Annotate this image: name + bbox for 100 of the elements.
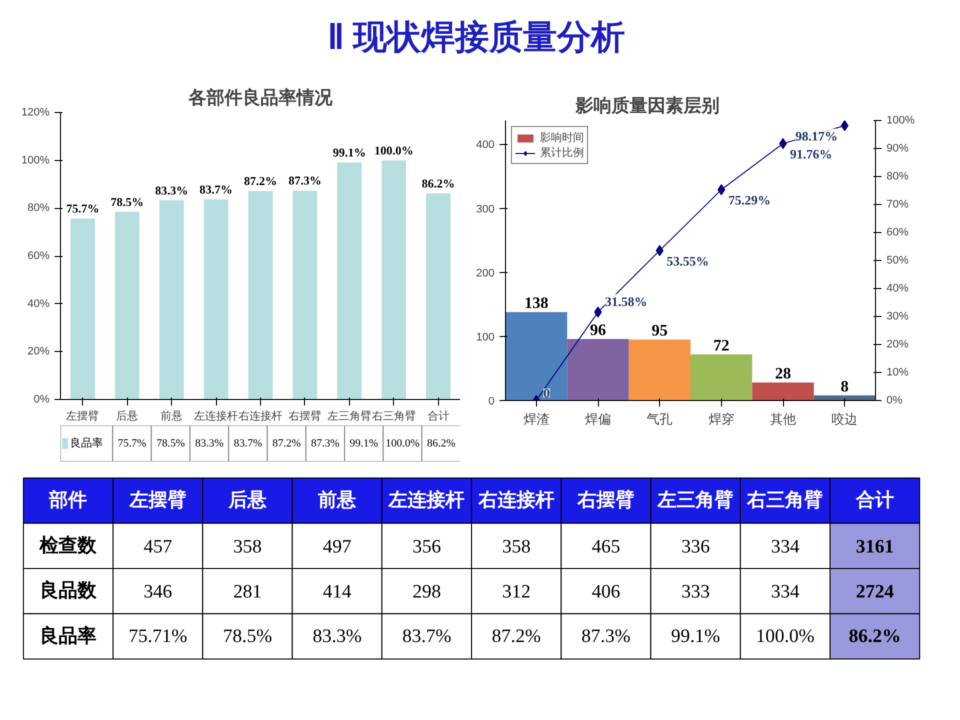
y2-tick-label: 100% (886, 114, 915, 126)
y2-tick-label: 30% (886, 310, 909, 322)
bar (337, 162, 362, 400)
text: 83.3% (312, 626, 362, 647)
data-label: 8 (840, 378, 849, 396)
text: 87.2% (272, 438, 301, 450)
y-tick-label: 100 (476, 331, 495, 344)
x-tick-label: 前悬 (160, 410, 183, 422)
y-tick-label: 100% (21, 154, 50, 166)
category-label: 前悬 (317, 489, 356, 512)
text: 83.7% (234, 438, 262, 450)
x-tick-label: 其他 (770, 412, 796, 426)
x-tick-label: 左摆臂 (66, 410, 100, 422)
x-tick-label: 右连接杆 (238, 410, 282, 422)
y-tick-label: 200 (476, 267, 495, 280)
x-tick-label: 咬边 (832, 412, 858, 426)
point (840, 120, 848, 132)
data-label: 98.17% (795, 128, 838, 144)
x-tick-label: 焊渣 (523, 412, 550, 426)
data-label: 0 (543, 386, 550, 400)
bar (248, 190, 273, 400)
data-label: 95 (652, 322, 668, 340)
y2-tick-label: 60% (886, 226, 909, 238)
text: 100.0% (386, 438, 420, 450)
category-label: 检查数 (40, 535, 97, 556)
data-label: 96 (590, 322, 606, 339)
category-label: 左三角臂 (656, 489, 734, 512)
category-label: 左连接杆 (388, 489, 465, 512)
category-label: 右连接杆 (477, 489, 554, 512)
x-tick-label: 合计 (427, 410, 450, 422)
y2-tick-label: 80% (886, 170, 909, 182)
text: 87.3% (581, 626, 631, 647)
x-tick-label: 左三角臂 (327, 410, 372, 422)
bar (382, 160, 406, 400)
data-label: 99.1% (332, 145, 366, 160)
text: 83.3% (195, 438, 224, 450)
category-label: 良品数 (40, 580, 97, 602)
data-label: 83.3% (155, 183, 188, 198)
y2-tick-label: 70% (886, 198, 909, 210)
bar (506, 312, 568, 400)
data-label: 75.7% (66, 201, 100, 216)
data-label: 100.0% (374, 143, 414, 158)
data-label: 28 (775, 366, 791, 383)
text: 3161 (856, 536, 894, 558)
bar (70, 218, 95, 400)
text: 78.5% (156, 438, 185, 450)
text: 497 (322, 536, 352, 558)
bar (426, 193, 450, 400)
data-label: 87.3% (288, 174, 322, 188)
y-tick-label: 120% (21, 106, 50, 118)
y-tick-label: 40% (27, 298, 50, 310)
text: 457 (144, 536, 172, 558)
text: 358 (502, 536, 531, 558)
text: 86.2% (426, 438, 456, 450)
data-label: 78.5% (110, 194, 144, 209)
bar (690, 354, 752, 400)
text: 部件 (48, 489, 88, 512)
y-tick-label: 400 (476, 139, 495, 152)
text: 334 (770, 582, 800, 603)
text: 78.5% (222, 626, 272, 647)
text: 346 (144, 582, 172, 603)
data-label: 86.2% (422, 176, 455, 190)
text: 83.7% (402, 626, 452, 647)
category-label: 合计 (854, 489, 894, 512)
text: 356 (412, 536, 441, 558)
text: 281 (233, 582, 262, 603)
text: 333 (681, 582, 710, 603)
x-tick-label: 气孔 (646, 412, 673, 426)
text: 75.71% (128, 626, 188, 647)
y2-tick-label: 90% (886, 142, 909, 154)
category-label: 左摆臂 (128, 489, 186, 512)
data-label: 138 (524, 295, 548, 312)
legend-label: 影响时间 (540, 131, 584, 145)
text: 414 (322, 582, 352, 603)
data-label: 75.29% (728, 192, 771, 208)
y-tick-label: 300 (476, 203, 495, 216)
category-label: 右三角臂 (746, 489, 824, 512)
text: 298 (412, 582, 441, 603)
bar (204, 199, 228, 400)
x-tick-label: 右三角臂 (372, 410, 416, 422)
x-tick-label: 右摆臂 (288, 410, 322, 422)
text: 87.3% (311, 438, 340, 450)
data-label: 83.7% (200, 182, 233, 196)
y-tick-label: 0% (34, 394, 50, 406)
y2-tick-label: 20% (886, 338, 909, 350)
x-tick-label: 焊穿 (708, 412, 734, 426)
bar (292, 190, 318, 400)
bar (567, 338, 629, 400)
text: 86.2% (848, 626, 901, 647)
text: 99.1% (350, 438, 378, 450)
x-tick-label: 后悬 (116, 410, 138, 422)
y2-tick-label: 0% (886, 394, 903, 406)
y-tick-label: 60% (27, 250, 50, 262)
text: 358 (233, 536, 262, 558)
bar (628, 340, 690, 400)
y2-tick-label: 50% (886, 254, 909, 266)
text: 312 (502, 582, 531, 603)
x-tick-label: 左连接杆 (194, 410, 238, 422)
category-label: 良品率 (40, 626, 97, 647)
bar (159, 200, 184, 400)
